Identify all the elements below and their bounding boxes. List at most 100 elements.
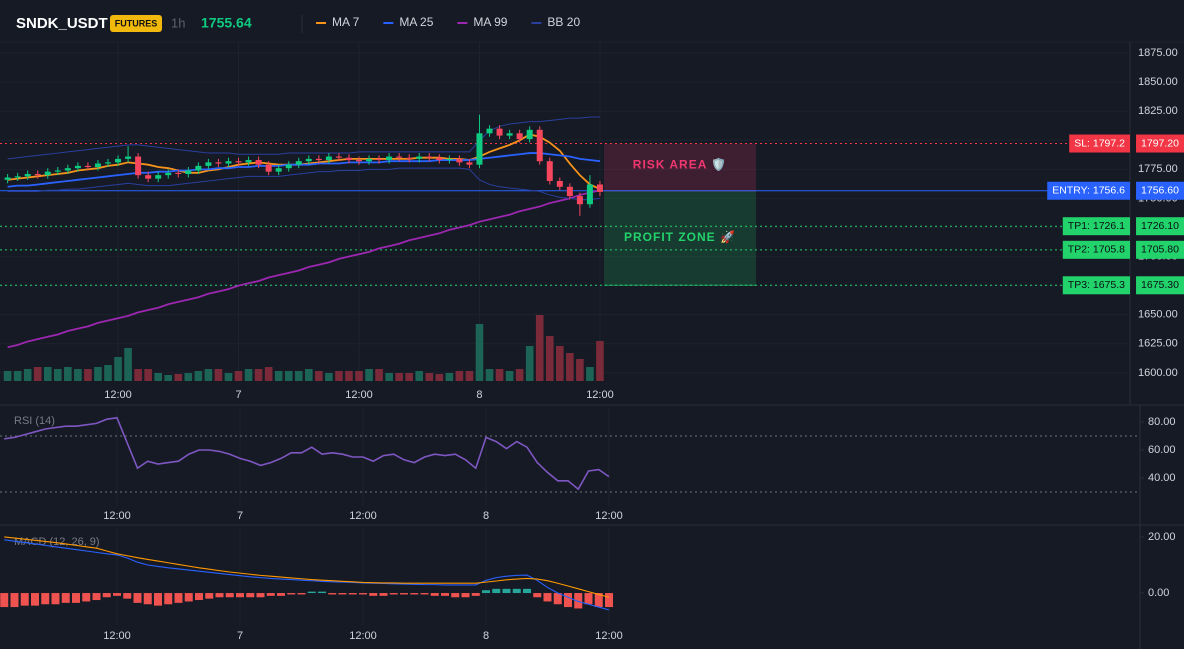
volume-bar [134,369,142,381]
x-tick-label: 12:00 [104,389,132,401]
candle-body [456,158,463,163]
candle-body [24,173,31,177]
candle-body [436,157,443,161]
histogram-bar [184,593,193,602]
candle-body [125,156,132,159]
histogram-bar [543,593,552,602]
indicator-line [7,167,601,201]
histogram-bar [133,593,142,603]
volume-bar [355,371,363,381]
volume-bar [33,367,42,381]
histogram-bar [328,593,337,595]
candle-body [406,157,413,159]
candle-body [536,129,543,162]
candle-body [466,162,473,165]
histogram-bar [502,588,511,594]
candle-body [356,160,362,162]
histogram-bar [564,593,572,608]
candle-body [175,172,182,174]
x-tick-label: 7 [237,630,243,642]
candle-body [135,156,142,176]
histogram-bar [389,593,398,595]
x-tick-label: 8 [483,630,489,642]
candle-body [586,184,593,205]
volume-bar [365,369,373,381]
candle-body [496,128,503,136]
candle-body [84,165,91,168]
histogram-bar [174,593,183,603]
rsi-line [4,416,610,491]
histogram-bar [594,593,603,608]
histogram-bar [143,593,152,605]
candle-body [566,186,573,197]
volume-bar [495,369,504,381]
volume-bar [415,371,424,381]
histogram-bar [492,588,501,594]
level-tag: ENTRY: 1756.6 [1052,185,1125,197]
level-price-tag-bg [1136,134,1184,153]
volume-bar [465,371,474,381]
histogram-bar [307,591,316,594]
zone-label: PROFIT ZONE 🚀 [624,230,736,244]
volume-bar [385,373,393,381]
candle-body [386,156,393,161]
candle-body [165,172,172,176]
histogram-bar [574,593,583,609]
volume-bar [54,369,62,381]
histogram-bar [297,593,306,595]
badge: FUTURES [115,18,158,28]
candle-body [446,158,453,161]
volume-bar [335,371,343,381]
histogram-bar [287,593,296,595]
indicator-line [7,116,600,160]
volume-bar [124,348,132,381]
candle-body [74,165,81,169]
histogram-bar [553,593,562,605]
histogram-bar [205,593,214,599]
volume-bar [345,371,353,381]
volume-bar [254,369,263,381]
candle-body [34,173,41,176]
level-price-tag-bg [1136,276,1184,295]
histogram-bar [379,593,388,596]
histogram-bar [246,593,255,598]
x-tick-label: 7 [235,389,241,401]
candle-body [215,162,222,164]
x-tick-label: 7 [237,510,243,522]
volume-bar [515,369,524,381]
legend-label: BB 20 [547,15,580,29]
candle-body [145,175,152,179]
histogram-bar [482,590,490,594]
last-price: 1755.64 [201,15,252,31]
histogram-bar [236,593,244,598]
volume-bar [596,341,604,381]
candle-body [325,156,332,161]
histogram-bar [369,593,378,596]
histogram-bar [102,593,111,598]
volume-bar [315,371,323,381]
candle-body [476,133,483,165]
candle-body [155,175,162,179]
level-price-tag-bg [1136,217,1184,236]
volume-bar [375,369,383,381]
y-tick-label: 80.00 [1148,416,1176,428]
histogram-bar [584,593,593,605]
candle-body [14,176,21,178]
volume-bar [13,371,22,381]
histogram-bar [471,593,480,596]
level-tag: TP3: 1675.3 [1068,279,1125,291]
level-tag-bg [1069,134,1130,153]
indicator-line [7,189,601,349]
y-tick-label: 1600.00 [1138,367,1178,379]
candle-body [255,160,262,165]
candle-body [556,180,563,187]
volume-bar [224,373,233,381]
histogram-bar [410,593,419,595]
volume-bar [194,371,203,381]
y-tick-label: 20.00 [1148,531,1176,543]
histogram-bar [31,593,39,606]
zone [604,143,756,191]
level-price-tag: 1726.10 [1141,220,1179,232]
volume-bar [264,367,273,381]
